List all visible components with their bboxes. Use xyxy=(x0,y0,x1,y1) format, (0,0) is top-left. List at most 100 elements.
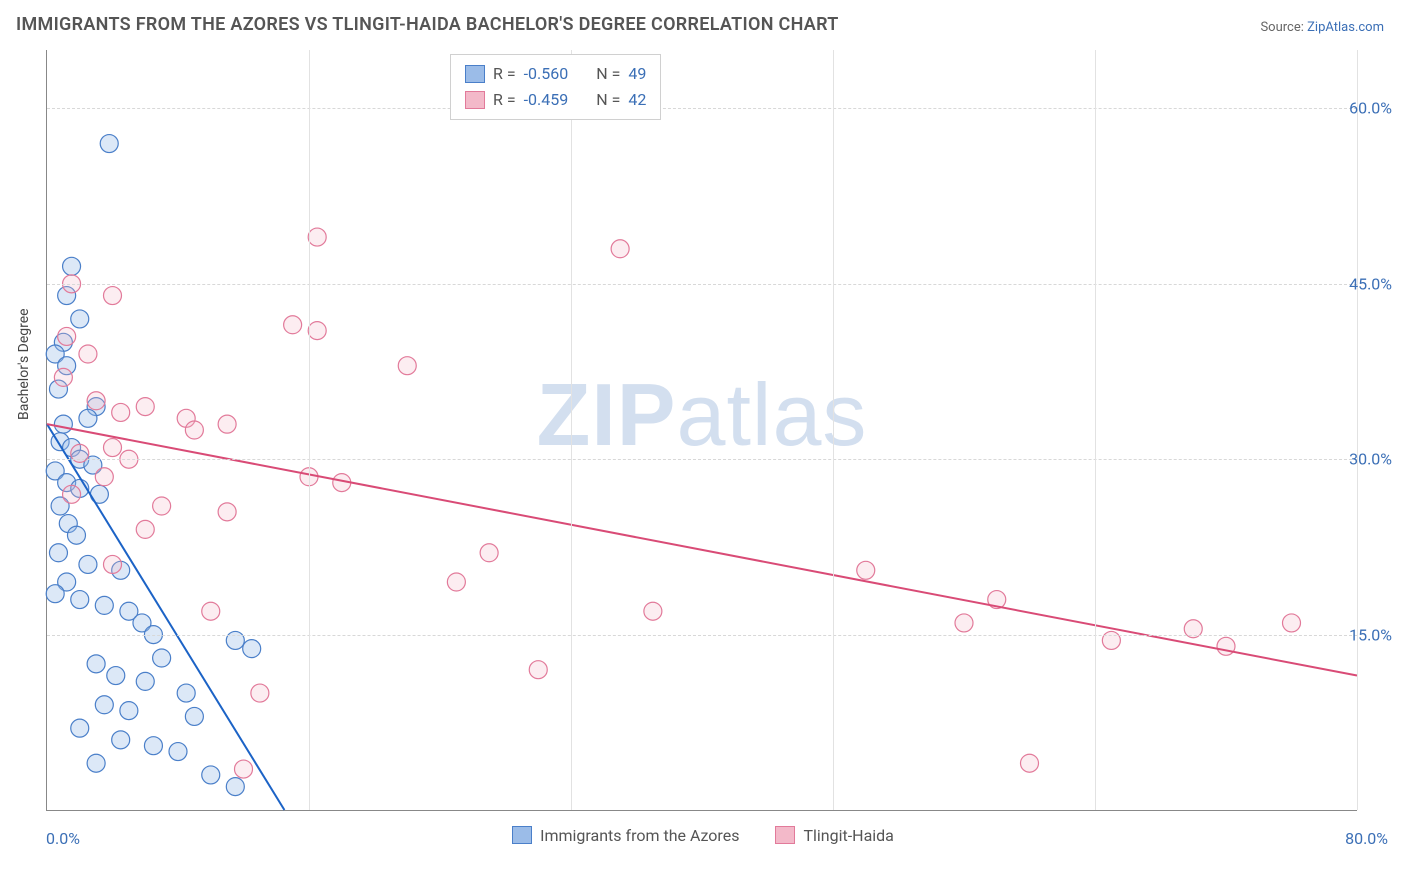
scatter-point xyxy=(529,661,547,679)
scatter-point xyxy=(153,649,171,667)
scatter-point xyxy=(447,573,465,591)
scatter-point xyxy=(644,602,662,620)
scatter-point xyxy=(480,544,498,562)
r-value: -0.560 xyxy=(524,61,569,87)
scatter-point xyxy=(112,731,130,749)
scatter-point xyxy=(226,778,244,796)
n-label: N = xyxy=(596,87,620,113)
scatter-point xyxy=(63,257,81,275)
scatter-point xyxy=(67,526,85,544)
gridline-v xyxy=(309,50,310,810)
scatter-point xyxy=(202,766,220,784)
y-tick-label: 45.0% xyxy=(1349,274,1392,293)
scatter-point xyxy=(54,415,72,433)
source-label: Source: xyxy=(1260,20,1303,35)
scatter-point xyxy=(177,684,195,702)
gridline-h xyxy=(47,284,1357,285)
scatter-point xyxy=(87,392,105,410)
scatter-point xyxy=(308,322,326,340)
scatter-point xyxy=(218,415,236,433)
gridline-v xyxy=(833,50,834,810)
y-tick-label: 15.0% xyxy=(1349,625,1392,644)
chart-title: IMMIGRANTS FROM THE AZORES VS TLINGIT-HA… xyxy=(16,14,839,35)
y-tick-label: 30.0% xyxy=(1349,450,1392,469)
scatter-point xyxy=(169,743,187,761)
scatter-point xyxy=(95,468,113,486)
scatter-point xyxy=(243,640,261,658)
chart-source: Source: ZipAtlas.com xyxy=(1260,20,1384,35)
scatter-point xyxy=(104,439,122,457)
scatter-point xyxy=(87,754,105,772)
legend-series-label: Tlingit-Haida xyxy=(803,826,893,845)
scatter-point xyxy=(104,287,122,305)
scatter-point xyxy=(71,591,89,609)
n-value: 42 xyxy=(628,87,646,113)
scatter-point xyxy=(136,398,154,416)
gridline-v xyxy=(571,50,572,810)
gridline-h xyxy=(47,635,1357,636)
scatter-point xyxy=(1021,754,1039,772)
legend-swatch xyxy=(465,91,485,109)
scatter-point xyxy=(857,561,875,579)
scatter-point xyxy=(79,555,97,573)
gridline-h xyxy=(47,459,1357,460)
scatter-point xyxy=(202,602,220,620)
scatter-point xyxy=(251,684,269,702)
scatter-point xyxy=(107,667,125,685)
scatter-point xyxy=(398,357,416,375)
scatter-point xyxy=(611,240,629,258)
scatter-point xyxy=(49,544,67,562)
legend-correlation-row: R = -0.560 N = 49 xyxy=(465,61,646,87)
legend-swatch xyxy=(512,826,532,844)
scatter-point xyxy=(1283,614,1301,632)
legend-series-item: Tlingit-Haida xyxy=(775,826,893,845)
scatter-svg xyxy=(47,50,1357,810)
scatter-point xyxy=(79,345,97,363)
scatter-point xyxy=(63,485,81,503)
legend-swatch xyxy=(465,65,485,83)
source-link[interactable]: ZipAtlas.com xyxy=(1307,20,1384,35)
scatter-point xyxy=(54,368,72,386)
gridline-h xyxy=(47,108,1357,109)
scatter-point xyxy=(104,555,122,573)
legend-series-label: Immigrants from the Azores xyxy=(540,826,739,845)
chart-plot-area: ZIPatlas xyxy=(46,50,1357,811)
scatter-point xyxy=(308,228,326,246)
scatter-point xyxy=(95,596,113,614)
scatter-point xyxy=(79,409,97,427)
n-value: 49 xyxy=(628,61,646,87)
gridline-v xyxy=(1357,50,1358,810)
r-label: R = xyxy=(493,61,516,87)
gridline-v xyxy=(1095,50,1096,810)
correlation-legend: R = -0.560 N = 49 R = -0.459 N = 42 xyxy=(450,54,661,120)
scatter-point xyxy=(95,696,113,714)
scatter-point xyxy=(235,760,253,778)
scatter-point xyxy=(136,672,154,690)
scatter-point xyxy=(284,316,302,334)
scatter-point xyxy=(100,135,118,153)
trend-line xyxy=(47,424,284,810)
scatter-point xyxy=(71,310,89,328)
series-legend: Immigrants from the Azores Tlingit-Haida xyxy=(0,826,1406,849)
scatter-point xyxy=(58,327,76,345)
legend-series-item: Immigrants from the Azores xyxy=(512,826,739,845)
scatter-point xyxy=(71,719,89,737)
y-tick-label: 60.0% xyxy=(1349,99,1392,118)
legend-swatch xyxy=(775,826,795,844)
scatter-point xyxy=(218,503,236,521)
scatter-point xyxy=(87,655,105,673)
scatter-point xyxy=(144,737,162,755)
r-value: -0.459 xyxy=(524,87,569,113)
scatter-point xyxy=(112,403,130,421)
scatter-point xyxy=(136,520,154,538)
scatter-point xyxy=(185,707,203,725)
scatter-point xyxy=(955,614,973,632)
y-axis-label: Bachelor's Degree xyxy=(16,308,32,420)
scatter-point xyxy=(46,585,64,603)
scatter-point xyxy=(120,702,138,720)
n-label: N = xyxy=(596,61,620,87)
scatter-point xyxy=(153,497,171,515)
r-label: R = xyxy=(493,87,516,113)
scatter-point xyxy=(185,421,203,439)
legend-correlation-row: R = -0.459 N = 42 xyxy=(465,87,646,113)
